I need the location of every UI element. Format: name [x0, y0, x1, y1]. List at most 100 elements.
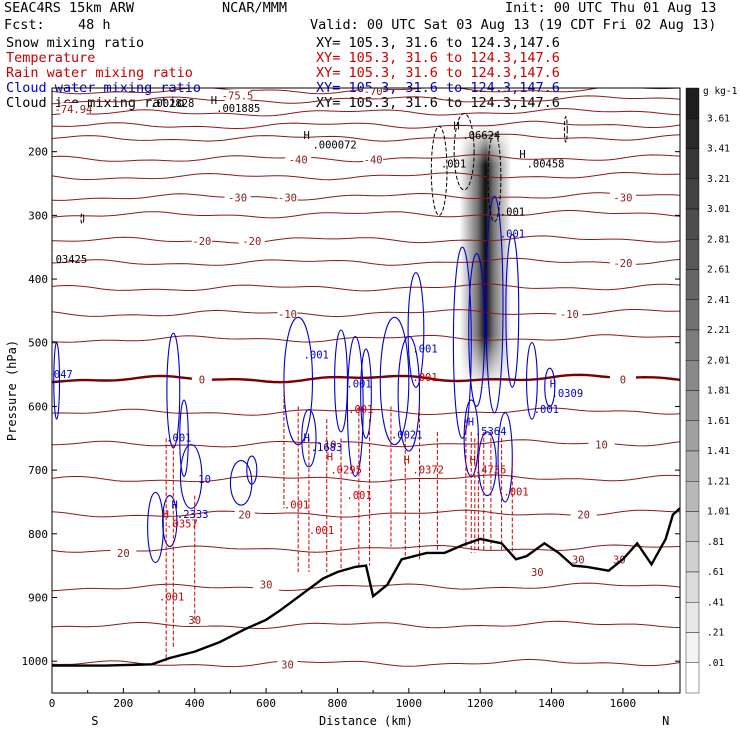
- isotherm-line: [52, 474, 680, 483]
- colorbar-swatch: [685, 239, 700, 270]
- isotherm-label: 0: [620, 375, 626, 387]
- isotherm-label-bg: [234, 508, 255, 521]
- cloud-water-contour: [162, 495, 178, 548]
- isotherm-line: [52, 171, 680, 181]
- y-tick-label: 200: [28, 146, 48, 159]
- colorbar-label: 3.01: [707, 204, 730, 215]
- contour-annotation: .001: [159, 592, 184, 604]
- isotherm-label: -74.94: [54, 104, 92, 116]
- contour-annotation: .001: [534, 404, 559, 416]
- isotherm-line: [52, 133, 680, 142]
- isotherm-label-bg: [565, 553, 592, 566]
- x-tick-label: 0: [49, 697, 56, 710]
- contour-annotation: .002828: [150, 98, 194, 110]
- contour-annotation: .001: [348, 404, 373, 416]
- colorbar-label: 1.41: [707, 446, 730, 457]
- x-tick-label: 200: [113, 697, 133, 710]
- cloud-water-contour: [379, 316, 410, 446]
- isotherm-line: [52, 334, 680, 343]
- isotherm-line: [52, 407, 680, 416]
- snow-contours: [80, 112, 568, 225]
- contour-annotation: .0309: [552, 388, 584, 400]
- isotherm-label: -10: [278, 309, 297, 321]
- isotherm-label-bg: [253, 578, 280, 591]
- isotherm-line: [52, 257, 680, 266]
- isotherm-label: 0: [199, 375, 205, 387]
- contour-annotation: H: [304, 432, 310, 444]
- y-tick-label: 1000: [22, 655, 49, 668]
- isotherm-line: [52, 283, 680, 292]
- annotations: H.001885.002828H.000072H.06624H.00458.00…: [54, 95, 583, 604]
- colorbar-units: g kg-1: [703, 86, 738, 97]
- isotherm-label-bg: [609, 191, 636, 204]
- isotherm-line: [52, 235, 680, 244]
- x-tick-label: 800: [328, 697, 348, 710]
- isotherm-line: [52, 658, 680, 668]
- contour-annotation: H: [550, 378, 556, 390]
- colorbar-swatch: [685, 511, 700, 542]
- cloud-water-contour: [179, 444, 203, 509]
- isotherm-line: [52, 309, 680, 318]
- contour-annotation: .000072: [312, 140, 356, 152]
- cloud-water-contour: [229, 460, 253, 506]
- contour-annotation: H: [403, 455, 409, 467]
- isotherm-label-bg: [238, 234, 265, 247]
- contour-annotation: 03425: [56, 254, 88, 266]
- contour-annotation: H: [468, 417, 474, 429]
- x-tick-label: 1000: [396, 697, 423, 710]
- contour-annotation: .0295: [330, 464, 362, 476]
- cloud-water-contour: [452, 246, 472, 439]
- cloud-water-contour: [468, 253, 486, 407]
- isotherm-label: 10: [324, 440, 337, 452]
- isotherm-line: [52, 120, 680, 130]
- rain-water-contours: [165, 380, 513, 662]
- isotherm-label-bg: [191, 373, 212, 386]
- fcst-value: 48 h: [78, 17, 111, 33]
- legend-field-name: Cloud ice mixing ratio: [6, 95, 185, 111]
- snow-contour: [563, 116, 568, 143]
- isotherm-label: 30: [281, 659, 294, 671]
- isotherm-label: -20: [613, 258, 632, 270]
- colorbar-swatch: [685, 178, 700, 210]
- x-end-label-south: S: [91, 714, 98, 728]
- colorbar-label: 1.01: [707, 507, 730, 518]
- contour-annotation: .1683: [311, 442, 343, 454]
- cloud-water-contour: [346, 335, 364, 478]
- isotherm-label: 30: [188, 615, 201, 627]
- colorbar: g kg-1 3.61 3.41 3.21 3.01 2.81 2.61 2.41 2.21 2.…: [685, 86, 738, 694]
- contour-annotation: .001: [503, 487, 528, 499]
- x-tick-label: 1200: [467, 697, 494, 710]
- cloud-water-contour: [397, 335, 421, 452]
- terrain-line: [52, 507, 680, 667]
- snow-contour: [453, 112, 475, 191]
- fcst-label: Fcst:: [4, 17, 45, 33]
- colorbar-label: 2.41: [707, 295, 730, 306]
- isotherm-label-bg: [110, 546, 137, 559]
- cloud-water-contour: [246, 455, 258, 485]
- isotherm-line: [52, 210, 680, 219]
- isotherm-label-bg: [191, 234, 212, 247]
- y-tick-label: 400: [28, 273, 48, 286]
- contour-annotation: H: [211, 95, 217, 107]
- isotherm-label-bg: [363, 153, 384, 166]
- colorbar-swatch: [685, 87, 700, 119]
- colorbar-swatch: [685, 390, 700, 421]
- colorbar-label: .61: [707, 567, 724, 578]
- isotherm-label: -30: [613, 193, 632, 205]
- isotherm-line: [52, 582, 680, 592]
- isotherm-label-bg: [60, 103, 87, 116]
- isotherm-label: -20: [192, 236, 211, 248]
- colorbar-swatch: [685, 329, 700, 361]
- contour-annotation: .001: [309, 525, 334, 537]
- contour-annotation: .00458: [527, 159, 565, 171]
- colorbar-swatch: [685, 541, 700, 573]
- colorbar-label: 2.61: [707, 265, 730, 276]
- cloud-water-contour: [544, 367, 556, 407]
- isotherm-label: -30: [278, 193, 297, 205]
- isotherm-label-bg: [285, 153, 312, 166]
- isotherm-line: [52, 620, 680, 630]
- isotherm-label-bg: [277, 191, 298, 204]
- cloud-water-contour: [485, 195, 504, 414]
- contour-annotation: .0021: [391, 429, 423, 441]
